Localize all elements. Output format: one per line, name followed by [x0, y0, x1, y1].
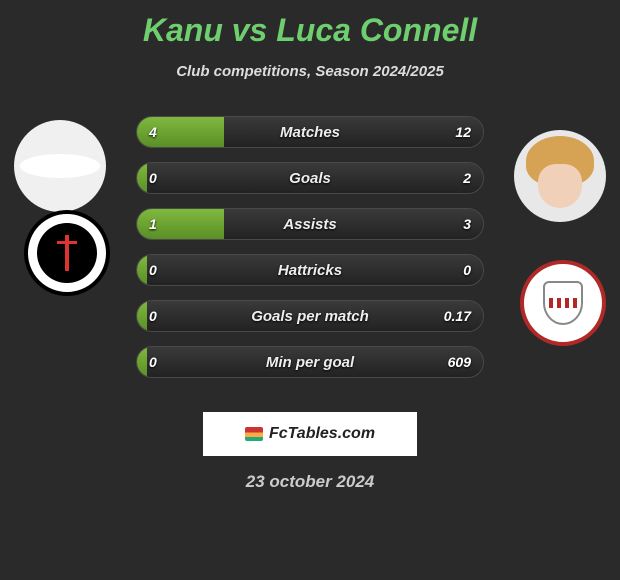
bar-label: Goals per match [137, 301, 483, 331]
comparison-stage: Matches412Goals02Assists13Hattricks00Goa… [0, 110, 620, 400]
bar-value-right: 609 [448, 347, 471, 377]
stat-bar-row: Assists1 3 [136, 208, 484, 240]
bar-value-left: 0 [149, 255, 157, 285]
bar-value-left: 0 [149, 163, 157, 193]
date-text: 23 october 2024 [0, 472, 620, 492]
bar-value-right: 12 [455, 117, 471, 147]
player2-club-badge [520, 260, 606, 346]
bar-label: Assists [137, 209, 483, 239]
vs-text: vs [232, 12, 268, 48]
bar-label: Matches [137, 117, 483, 147]
stat-bar-row: Min per goal0 609 [136, 346, 484, 378]
bar-label: Min per goal [137, 347, 483, 377]
bar-label: Hattricks [137, 255, 483, 285]
stat-bar-row: Goals0 2 [136, 162, 484, 194]
stat-bars: Matches412Goals02Assists13Hattricks00Goa… [136, 116, 484, 392]
bar-value-left: 1 [149, 209, 157, 239]
player2-name: Luca Connell [276, 12, 477, 48]
bar-value-left: 0 [149, 347, 157, 377]
brand-badge: FcTables.com [203, 412, 417, 456]
player1-name: Kanu [143, 12, 223, 48]
bar-value-left: 0 [149, 301, 157, 331]
player1-avatar [14, 120, 106, 212]
comparison-title: Kanu vs Luca Connell [0, 0, 620, 49]
bar-value-right: 0 [463, 255, 471, 285]
subtitle: Club competitions, Season 2024/2025 [0, 63, 620, 80]
stat-bar-row: Goals per match0 0.17 [136, 300, 484, 332]
stat-bar-row: Matches4 12 [136, 116, 484, 148]
chart-icon [245, 427, 263, 441]
bar-value-left: 4 [149, 117, 157, 147]
player2-avatar [514, 130, 606, 222]
stat-bar-row: Hattricks0 0 [136, 254, 484, 286]
bar-label: Goals [137, 163, 483, 193]
bar-value-right: 2 [463, 163, 471, 193]
brand-text: FcTables.com [269, 425, 375, 443]
bar-value-right: 0.17 [444, 301, 471, 331]
bar-value-right: 3 [463, 209, 471, 239]
player1-club-badge [24, 210, 110, 296]
